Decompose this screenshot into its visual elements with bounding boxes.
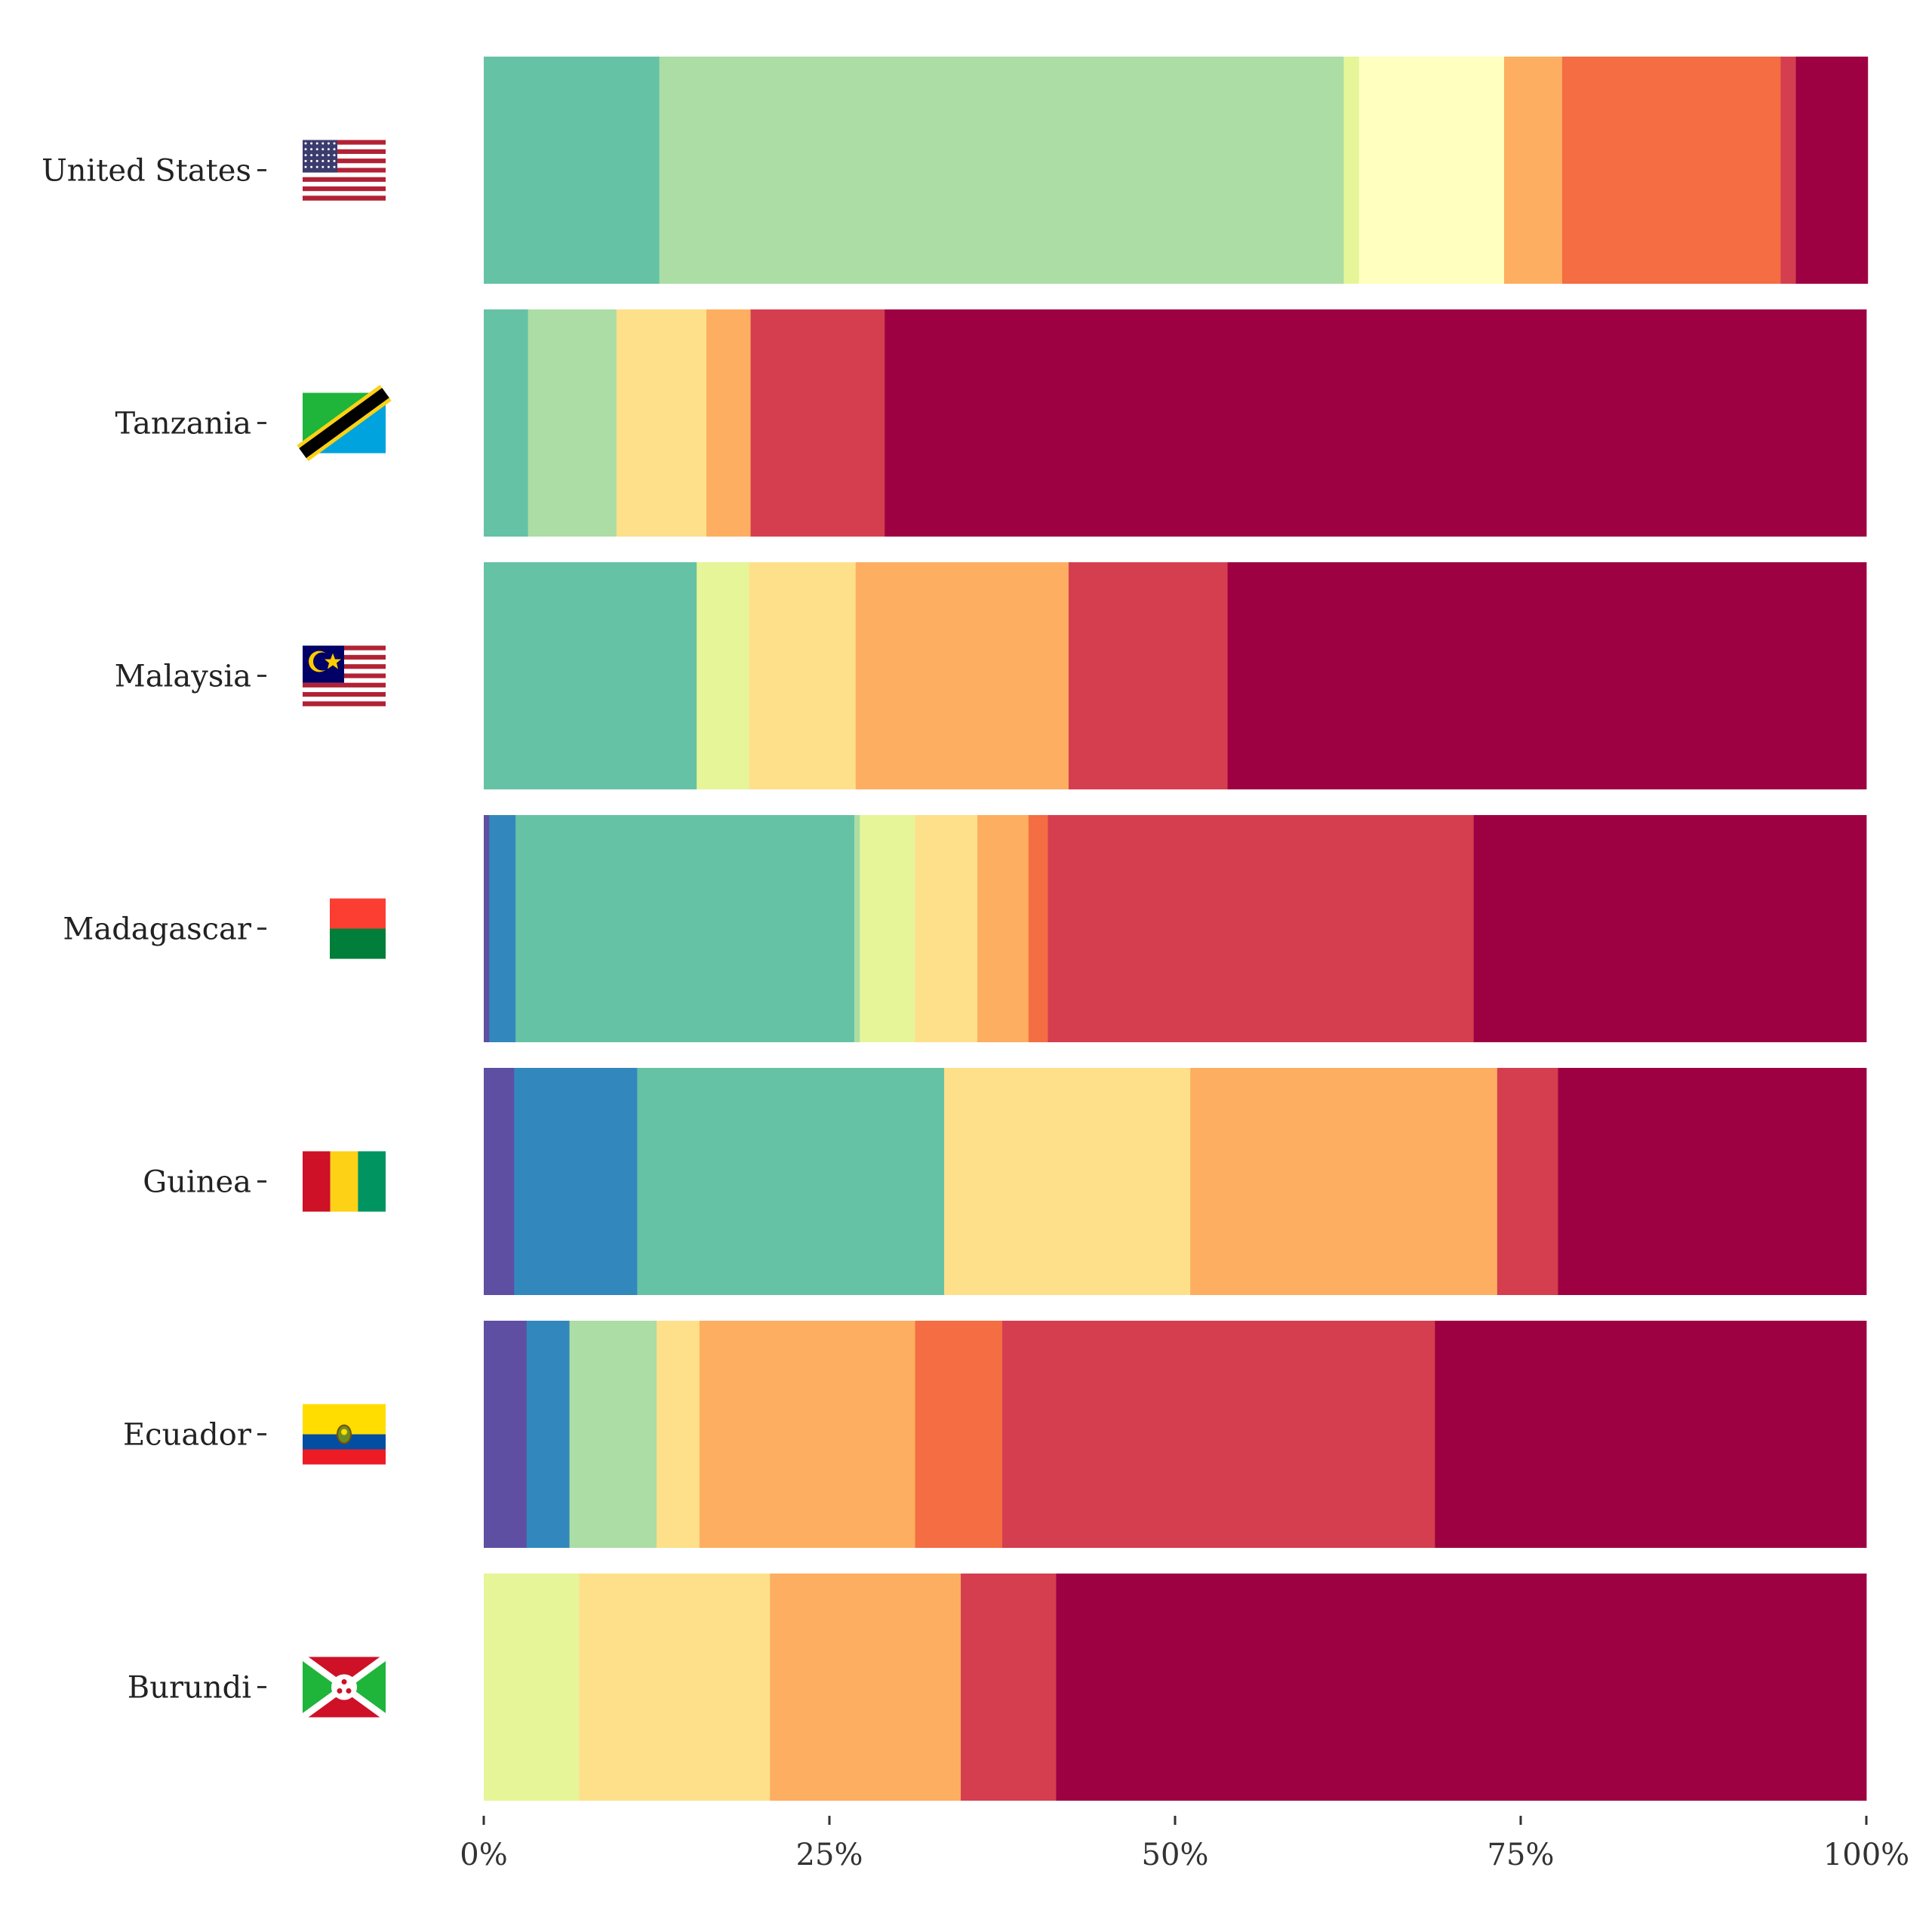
bar-segment (1561, 57, 1781, 284)
bar-segment (1780, 57, 1796, 284)
flags-layer (297, 140, 392, 1721)
bar-segment (489, 815, 516, 1042)
bar-segment (1497, 1068, 1558, 1295)
bar-segment (860, 815, 915, 1042)
bar-segment (1227, 562, 1867, 789)
bar-segment (484, 1574, 580, 1801)
bar-segment (514, 1068, 638, 1295)
flag-guinea-icon (303, 1151, 386, 1212)
bar-segment (749, 562, 857, 789)
bar-segment (616, 309, 707, 537)
bar-segment (1190, 1068, 1498, 1295)
bar-segment (484, 309, 529, 537)
bar-segment (484, 1321, 528, 1548)
x-axis: 0% 25% 50% 75% 100% (460, 1816, 1909, 1872)
bar-segment (699, 1321, 915, 1548)
bar-segment (770, 1574, 961, 1801)
bar-segment (528, 309, 617, 537)
bar-segment (515, 815, 855, 1042)
bar-segment (944, 1068, 1191, 1295)
bar-segment (1048, 815, 1475, 1042)
x-tick-label: 75% (1487, 1838, 1555, 1872)
bar-segment (750, 309, 885, 537)
bar-segment (1002, 1321, 1435, 1548)
bar-segment (854, 815, 860, 1042)
y-tick-label: Madagascar (63, 912, 251, 947)
bar-segment (1504, 57, 1563, 284)
bar-segment (1558, 1068, 1867, 1295)
bar-segment (706, 309, 751, 537)
bar-segment (1343, 57, 1360, 284)
y-tick-label: Malaysia (115, 660, 251, 694)
bar-segment (484, 57, 660, 284)
flag-malaysia-icon (303, 645, 386, 706)
y-axis: United States Tanzania Malaysia Madagascar G… (42, 154, 266, 1706)
bar-segment (915, 815, 978, 1042)
x-tick-label: 100% (1823, 1838, 1909, 1872)
bar-segment (1473, 815, 1867, 1042)
bar-segment (526, 1321, 570, 1548)
bars-layer (484, 57, 1869, 1801)
bar-segment (1028, 815, 1048, 1042)
y-tick-label: United States (42, 154, 251, 189)
flag-burundi-icon (300, 1654, 388, 1721)
flag-united-states-icon (303, 140, 386, 201)
bar-segment (915, 1321, 1003, 1548)
flag-ecuador-icon (303, 1404, 386, 1465)
flag-madagascar-icon (303, 898, 386, 959)
bar-segment (961, 1574, 1057, 1801)
y-tick-label: Guinea (143, 1165, 251, 1200)
bar-segment (657, 1321, 700, 1548)
x-tick-label: 50% (1142, 1838, 1209, 1872)
bar-segment (1358, 57, 1505, 284)
bar-segment (884, 309, 1867, 537)
y-tick-label: Ecuador (123, 1418, 252, 1453)
y-tick-label: Burundi (128, 1671, 251, 1706)
x-tick-label: 25% (796, 1838, 863, 1872)
bar-segment (484, 1068, 515, 1295)
bar-segment (484, 562, 697, 789)
bar-segment (1435, 1321, 1867, 1548)
bar-segment (579, 1574, 771, 1801)
bar-segment (1068, 562, 1229, 789)
bar-segment (697, 562, 750, 789)
y-tick-label: Tanzania (115, 407, 251, 441)
x-tick-label: 0% (460, 1838, 507, 1872)
bar-segment (855, 562, 1069, 789)
bar-segment (977, 815, 1029, 1042)
bar-segment (659, 57, 1344, 284)
flag-tanzania-icon (297, 384, 392, 462)
bar-segment (569, 1321, 657, 1548)
bar-segment (484, 815, 490, 1042)
bar-segment (1056, 1574, 1867, 1801)
bar-segment (1795, 57, 1869, 284)
bar-segment (637, 1068, 945, 1295)
